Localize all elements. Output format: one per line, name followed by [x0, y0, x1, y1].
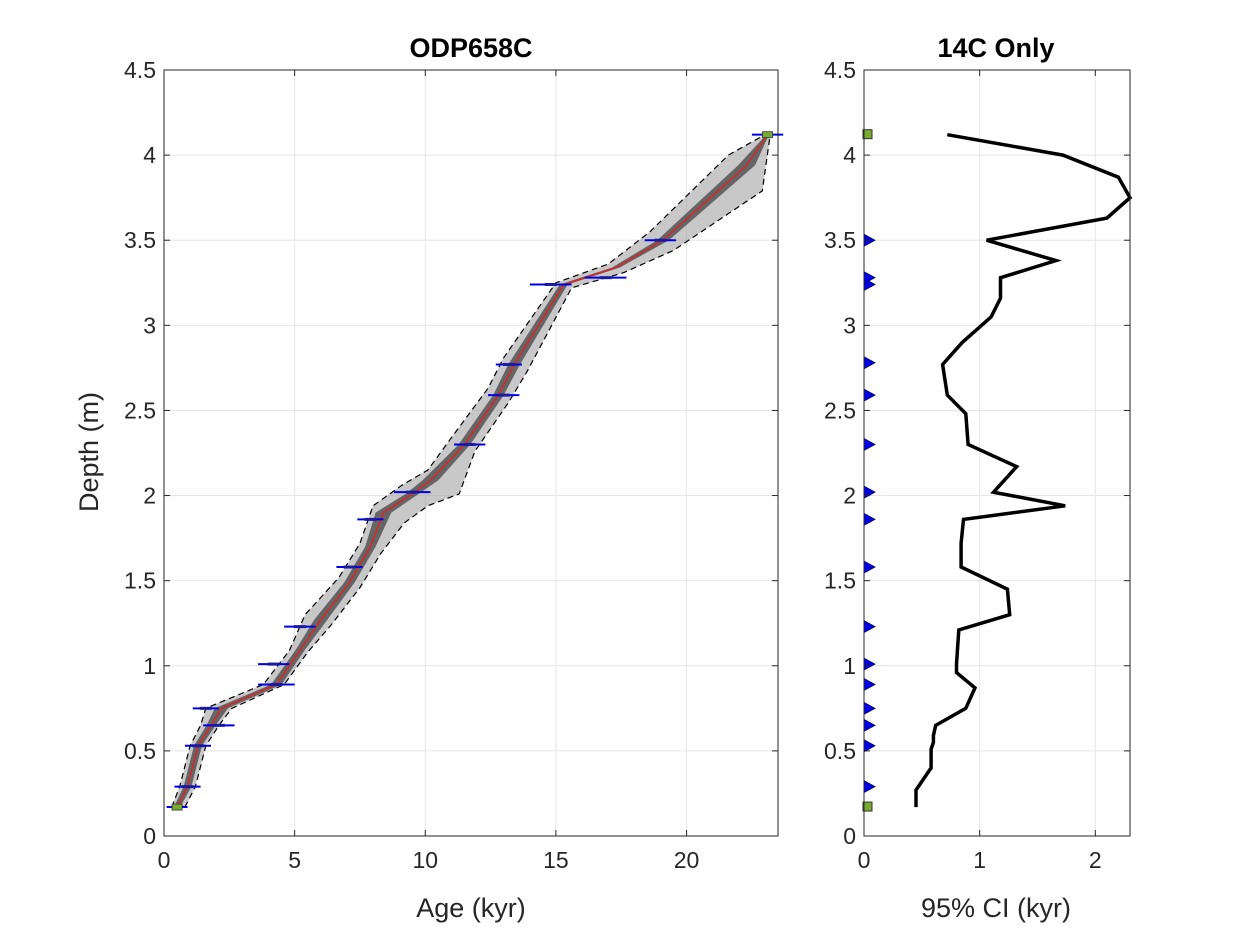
- y-tick-label: 4: [843, 142, 856, 168]
- axes-frame: [863, 69, 1131, 837]
- date-marker: [270, 683, 283, 687]
- y-tick-label: 4.5: [824, 57, 856, 83]
- y-tick-label: 2.5: [124, 397, 156, 423]
- y-tick-label: 3: [143, 312, 156, 338]
- surface-age-marker: [862, 129, 873, 140]
- y-tick-label: 2.5: [824, 397, 856, 423]
- tick-labels: 0 5 10 15 20 0 0.5 1 1.5 2 2.5 3 3.5 4 4.5: [124, 57, 699, 873]
- x-tick-label: 0: [158, 847, 171, 873]
- date-marker: [267, 662, 280, 666]
- y-tick-label: 2: [143, 483, 156, 509]
- date-marker: [463, 442, 476, 446]
- x-tick-label: 15: [543, 847, 569, 873]
- median-line: [176, 134, 769, 808]
- x-tick-label: 20: [674, 847, 700, 873]
- date-marker: [502, 362, 515, 366]
- x-tick-label: 1: [973, 847, 986, 873]
- ci-lower-line: [171, 134, 766, 808]
- date-marker: [497, 393, 510, 397]
- date-marker: [212, 723, 225, 727]
- chart-title: 14C Only: [937, 33, 1054, 63]
- date-marker: [364, 517, 377, 521]
- date-marker: [599, 276, 612, 280]
- series-lines: [914, 132, 1133, 808]
- y-tick-label: 1.5: [124, 568, 156, 594]
- surface-age-marker: [762, 131, 773, 139]
- surface-age-marker: [862, 801, 873, 812]
- x-tick-label: 10: [412, 847, 438, 873]
- chart-title: ODP658C: [409, 33, 532, 63]
- tick-labels: 0 1 2 0 0.5 1 1.5 2 2.5 3 3.5 4 4.5: [824, 57, 1102, 873]
- y-tick-label: 1: [843, 653, 856, 679]
- date-marker: [191, 744, 204, 748]
- y-tick-label: 4: [143, 142, 156, 168]
- ensemble-envelope: [171, 134, 771, 808]
- axes-box: [863, 69, 1131, 837]
- y-tick-label: 0: [143, 823, 156, 849]
- x-tick-label: 2: [1089, 847, 1102, 873]
- ci-core-band: [173, 134, 769, 808]
- x-tick-label: 5: [288, 847, 301, 873]
- axes-box: [163, 69, 779, 837]
- date-marker: [293, 625, 306, 629]
- y-tick-label: 0: [843, 823, 856, 849]
- y-axis-label: Depth (m): [74, 392, 104, 512]
- axes-frame: [163, 69, 779, 837]
- y-tick-label: 1: [143, 653, 156, 679]
- date-marker: [654, 238, 667, 242]
- y-tick-label: 3: [843, 312, 856, 338]
- date-marker: [544, 282, 557, 286]
- y-tick-label: 4.5: [124, 57, 156, 83]
- date-marker: [199, 706, 212, 710]
- y-tick-label: 2: [843, 483, 856, 509]
- surface-age-marker: [171, 803, 183, 811]
- y-tick-label: 3.5: [824, 227, 856, 253]
- y-tick-label: 3.5: [124, 227, 156, 253]
- x-axis-label: Age (kyr): [416, 893, 526, 923]
- x-tick-label: 0: [858, 847, 871, 873]
- age-depth-panel: 0 5 10 15 20 0 0.5 1 1.5 2 2.5 3 3.5 4 4.5 ODP658C Age…: [74, 33, 784, 923]
- confidence-panel: 0 1 2 0 0.5 1 1.5 2 2.5 3 3.5 4 4.5 14C Only 95% CI …: [824, 33, 1133, 923]
- y-tick-label: 0.5: [124, 738, 156, 764]
- date-marker: [181, 785, 194, 789]
- date-marker: [406, 490, 419, 494]
- y-tick-label: 1.5: [824, 568, 856, 594]
- ci-width-line: [914, 132, 1133, 808]
- x-axis-label: 95% CI (kyr): [921, 893, 1071, 923]
- date-marker: [343, 565, 356, 569]
- y-tick-label: 0.5: [824, 738, 856, 764]
- date-markers: [166, 131, 784, 811]
